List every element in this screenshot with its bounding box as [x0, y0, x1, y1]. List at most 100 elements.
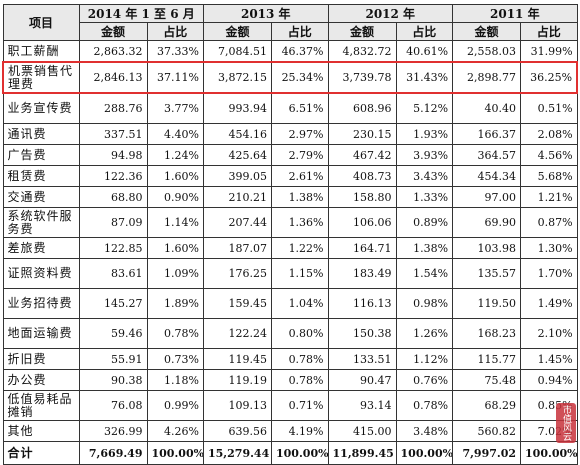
amount-cell: 399.05 [203, 165, 272, 187]
share-cell: 1.14% [146, 207, 204, 238]
share-cell: 4.40% [146, 123, 204, 145]
row-label: 广告费 [2, 144, 80, 166]
row-label: 其他 [2, 420, 80, 442]
amount-cell: 119.50 [452, 288, 522, 319]
amount-cell: 7,084.51 [203, 40, 272, 63]
amount-cell: 560.82 [452, 420, 522, 442]
share-cell: 0.51% [520, 92, 578, 124]
share-cell: 1.36% [271, 207, 329, 238]
amount-cell: 103.98 [452, 237, 522, 259]
amount-cell: 90.38 [78, 369, 148, 391]
amount-cell: 187.07 [203, 237, 272, 259]
amount-cell: 3,739.78 [327, 61, 397, 94]
header-item: 项目 [2, 4, 80, 41]
total-row: 合计 7,669.49 100.00% 15,279.44 100.00% 11,899.… [2, 441, 578, 465]
amount-cell: 116.13 [327, 288, 397, 319]
amount-cell: 183.49 [327, 258, 397, 289]
share-cell: 3.93% [395, 144, 454, 166]
amount-cell: 145.27 [78, 288, 148, 319]
share-cell: 37.11% [146, 61, 204, 94]
amount-cell: 230.15 [327, 123, 397, 145]
amount-cell: 2,558.03 [452, 40, 522, 63]
share-cell: 25.34% [271, 61, 329, 94]
header-share: 占比 [271, 22, 329, 41]
amount-cell: 55.91 [78, 348, 148, 370]
header-amount: 金额 [203, 22, 272, 41]
row-label: 业务招待费 [2, 288, 80, 319]
share-cell: 0.87% [520, 207, 578, 238]
table-row: 机票销售代理费 2,846.13 37.11% 3,872.15 25.34% 3,739… [2, 61, 579, 94]
share-cell: 0.78% [395, 390, 454, 421]
amount-cell: 122.36 [78, 165, 148, 187]
table-row: 其他 326.99 4.26% 639.56 4.19% 415.00 3.48% 560.8… [2, 420, 578, 442]
share-cell: 5.12% [395, 92, 454, 124]
share-cell: 37.33% [146, 40, 204, 63]
share-cell: 1.09% [146, 258, 204, 289]
amount-cell: 158.80 [327, 186, 397, 208]
amount-cell: 993.94 [203, 92, 272, 124]
share-cell: 1.18% [146, 369, 204, 391]
share-cell: 1.93% [395, 123, 454, 145]
row-label: 地面运输费 [2, 318, 80, 349]
amount-cell: 87.09 [78, 207, 148, 238]
share-cell: 4.56% [520, 144, 578, 166]
share-cell: 3.48% [395, 420, 454, 442]
share-cell: 2.08% [520, 123, 578, 145]
table-row: 系统软件服务费 87.09 1.14% 207.44 1.36% 106.06 0.89% 6… [2, 207, 578, 238]
header-share: 占比 [395, 22, 454, 41]
table-row: 业务招待费 145.27 1.89% 159.45 1.04% 116.13 0.98% 11… [2, 288, 578, 319]
share-cell: 36.25% [520, 61, 579, 94]
share-cell: 4.26% [146, 420, 204, 442]
share-cell: 1.45% [520, 348, 578, 370]
share-cell: 0.98% [395, 288, 454, 319]
table-row: 交通费 68.80 0.90% 210.21 1.38% 158.80 1.33% 97.00… [2, 186, 578, 208]
share-cell: 1.22% [271, 237, 329, 259]
table-row: 业务宣传费 288.76 3.77% 993.94 6.51% 608.96 5.12% 40… [2, 92, 578, 124]
amount-cell: 176.25 [203, 258, 272, 289]
row-label: 租赁费 [2, 165, 80, 187]
row-label: 低值易耗品摊销 [2, 390, 80, 421]
share-cell: 1.89% [146, 288, 204, 319]
amount-cell: 68.80 [78, 186, 148, 208]
share-cell: 2.10% [520, 318, 578, 349]
amount-cell: 122.24 [203, 318, 272, 349]
table-row: 地面运输费 59.46 0.78% 122.24 0.80% 150.38 1.26% 168… [2, 318, 578, 349]
amount-cell: 93.14 [327, 390, 397, 421]
amount-cell: 40.40 [452, 92, 522, 124]
table-row: 证照资料费 83.61 1.09% 176.25 1.15% 183.49 1.54% 135… [2, 258, 578, 289]
share-cell: 3.77% [146, 92, 204, 124]
row-label: 职工薪酬 [2, 40, 80, 63]
share-cell: 1.21% [520, 186, 578, 208]
amount-cell: 94.98 [78, 144, 148, 166]
amount-cell: 326.99 [78, 420, 148, 442]
amount-cell: 122.85 [78, 237, 148, 259]
amount-cell: 69.90 [452, 207, 522, 238]
header-share: 占比 [520, 22, 578, 41]
share-cell: 0.89% [395, 207, 454, 238]
share-cell: 2.97% [271, 123, 329, 145]
header-amount: 金额 [78, 22, 148, 41]
amount-cell: 83.61 [78, 258, 148, 289]
amount-cell: 166.37 [452, 123, 522, 145]
share-cell: 3.43% [395, 165, 454, 187]
amount-cell: 119.45 [203, 348, 272, 370]
header-share: 占比 [146, 22, 204, 41]
share-cell: 0.78% [146, 318, 204, 349]
share-cell: 31.99% [520, 40, 578, 63]
total-share-cell: 100.00% [146, 441, 204, 465]
amount-cell: 168.23 [452, 318, 522, 349]
share-cell: 0.94% [520, 369, 578, 391]
amount-cell: 454.34 [452, 165, 522, 187]
share-cell: 1.30% [520, 237, 578, 259]
table-row: 广告费 94.98 1.24% 425.64 2.79% 467.42 3.93% 364.5… [2, 144, 578, 166]
table-row: 租赁费 122.36 1.60% 399.05 2.61% 408.73 3.43% 454.… [2, 165, 578, 187]
share-cell: 0.80% [271, 318, 329, 349]
total-amount-cell: 15,279.44 [203, 441, 272, 465]
amount-cell: 364.57 [452, 144, 522, 166]
share-cell: 1.54% [395, 258, 454, 289]
watermark-logo: 市值风云 [556, 403, 576, 443]
total-label: 合计 [2, 441, 80, 465]
share-cell: 4.19% [271, 420, 329, 442]
row-label: 办公费 [2, 369, 80, 391]
share-cell: 1.24% [146, 144, 204, 166]
